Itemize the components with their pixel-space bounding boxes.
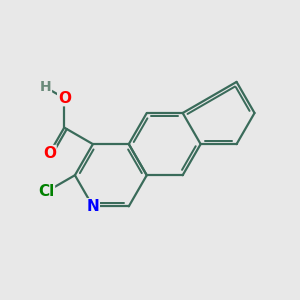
Text: Cl: Cl bbox=[38, 184, 54, 199]
Text: N: N bbox=[86, 199, 99, 214]
Text: O: O bbox=[43, 146, 56, 160]
Text: H: H bbox=[40, 80, 51, 94]
Text: O: O bbox=[58, 91, 71, 106]
